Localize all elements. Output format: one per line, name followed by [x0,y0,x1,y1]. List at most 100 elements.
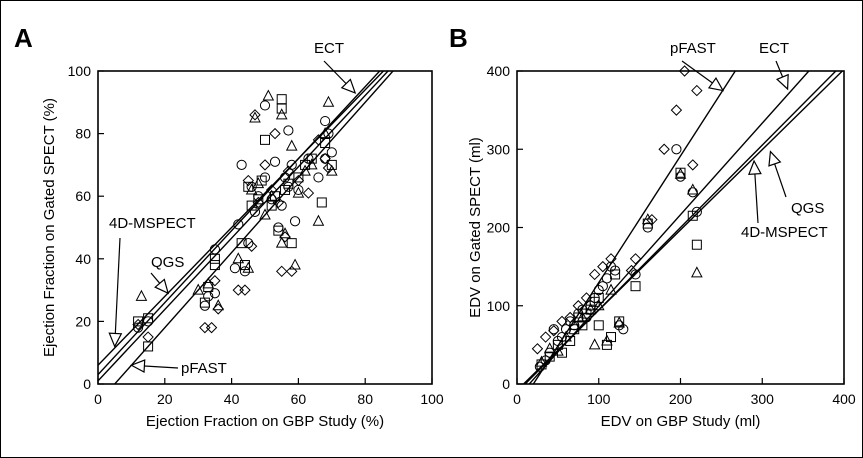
triangle-point [202,277,215,289]
diamond-point [269,127,281,140]
diamond-point [564,311,576,324]
annotation-label: ECT [314,40,344,57]
triangle-point [285,139,298,151]
circle-point [259,172,271,183]
y-tick-label: 400 [487,63,511,79]
diamond-point [212,303,224,315]
triangle-point [232,252,245,264]
annotation-arrow-shaft [150,272,161,284]
y-tick-label: 300 [487,141,511,157]
x-axis-label: Ejection Fraction on GBP Study (%) [146,413,384,430]
diamond-point [322,162,335,174]
square-point [577,320,588,331]
annotation-label: 4D-MSPECT [741,224,828,241]
diamond-point [646,213,658,226]
circle-point [687,187,698,198]
y-tick-label: 60 [75,188,91,204]
annotation-ect: ECT [314,40,357,94]
fit-line-pfast [113,71,394,384]
square-point [209,253,220,264]
x-tick-label: 100 [420,391,444,407]
x-tick-label: 200 [669,391,693,407]
y-tick-label: 0 [83,376,91,392]
annotation-arrow-shaft [775,60,784,78]
annotation-label: ECT [759,40,789,57]
triangle-point [135,289,148,301]
triangle-point [322,95,335,107]
annotation-arrow-head [768,150,782,167]
square-point [133,316,144,327]
square-point [236,238,247,249]
diamond-point [302,187,315,199]
square-point [260,134,270,145]
triangle-point [305,158,318,170]
y-tick-label: 100 [487,298,511,314]
circle-point [236,159,247,170]
x-tick-label: 400 [832,391,856,407]
diamond-point [272,196,285,209]
diamond-point [531,343,544,355]
x-tick-label: 20 [157,391,173,407]
triangle-point [212,299,225,311]
x-axis-label: EDV on GBP Study (ml) [601,413,761,430]
circle-point [671,144,682,155]
diamond-point [199,321,211,334]
annotation-label: 4D-MSPECT [109,215,196,232]
diamond-point [629,253,642,265]
x-tick-label: 40 [224,391,240,407]
diamond-point [539,331,552,343]
panel-a-plot-frame [97,70,433,385]
triangle-point [192,283,205,295]
diamond-point [687,159,699,171]
annotation-arrow-head [154,278,170,295]
circle-point [326,147,337,158]
square-point [273,225,284,236]
triangle-point [691,266,703,278]
diamond-point [556,315,568,328]
square-point [276,94,287,105]
square-point [316,197,327,208]
circle-point [675,171,686,182]
square-point [593,320,604,331]
circle-point [269,156,281,167]
diamond-point [205,321,218,334]
triangle-point [242,261,255,273]
annotation-label: QGS [791,200,824,217]
triangle-point [641,213,654,225]
circle-point [239,266,251,277]
circle-point [209,288,220,299]
diamond-point [259,159,271,171]
annotation-arrow-shaft [323,60,347,85]
diamond-point [319,152,331,165]
y-axis-label: Ejection Fraction on Gated SPECT (%) [41,98,58,357]
circle-point [273,222,284,233]
triangle-point [325,164,338,176]
diamond-point [286,265,298,278]
circle-point [259,100,271,111]
square-point [691,239,702,250]
y-tick-label: 80 [75,126,91,142]
annotation-qgs: QGS [150,254,184,295]
triangle-point [686,183,699,195]
diamond-point [132,318,144,331]
triangle-point [275,236,288,248]
diamond-point [572,300,585,312]
triangle-point [543,342,556,354]
annotation-arrow-head [108,332,123,348]
annotation-arrow-shaft [681,60,713,84]
panel-b-letter: B [449,23,468,53]
fit-line-pfast [532,71,736,384]
circle-point [597,281,608,292]
diamond-point [548,325,560,337]
diamond-point [232,284,244,296]
diamond-point [292,174,305,187]
square-point [293,172,304,183]
triangle-point [576,310,589,322]
square-point [280,184,291,195]
diamond-point [252,196,265,209]
diamond-point [658,143,670,155]
annotation-arrow-head [707,76,725,92]
y-tick-label: 40 [75,251,91,267]
annotation-label: pFAST [670,40,716,57]
